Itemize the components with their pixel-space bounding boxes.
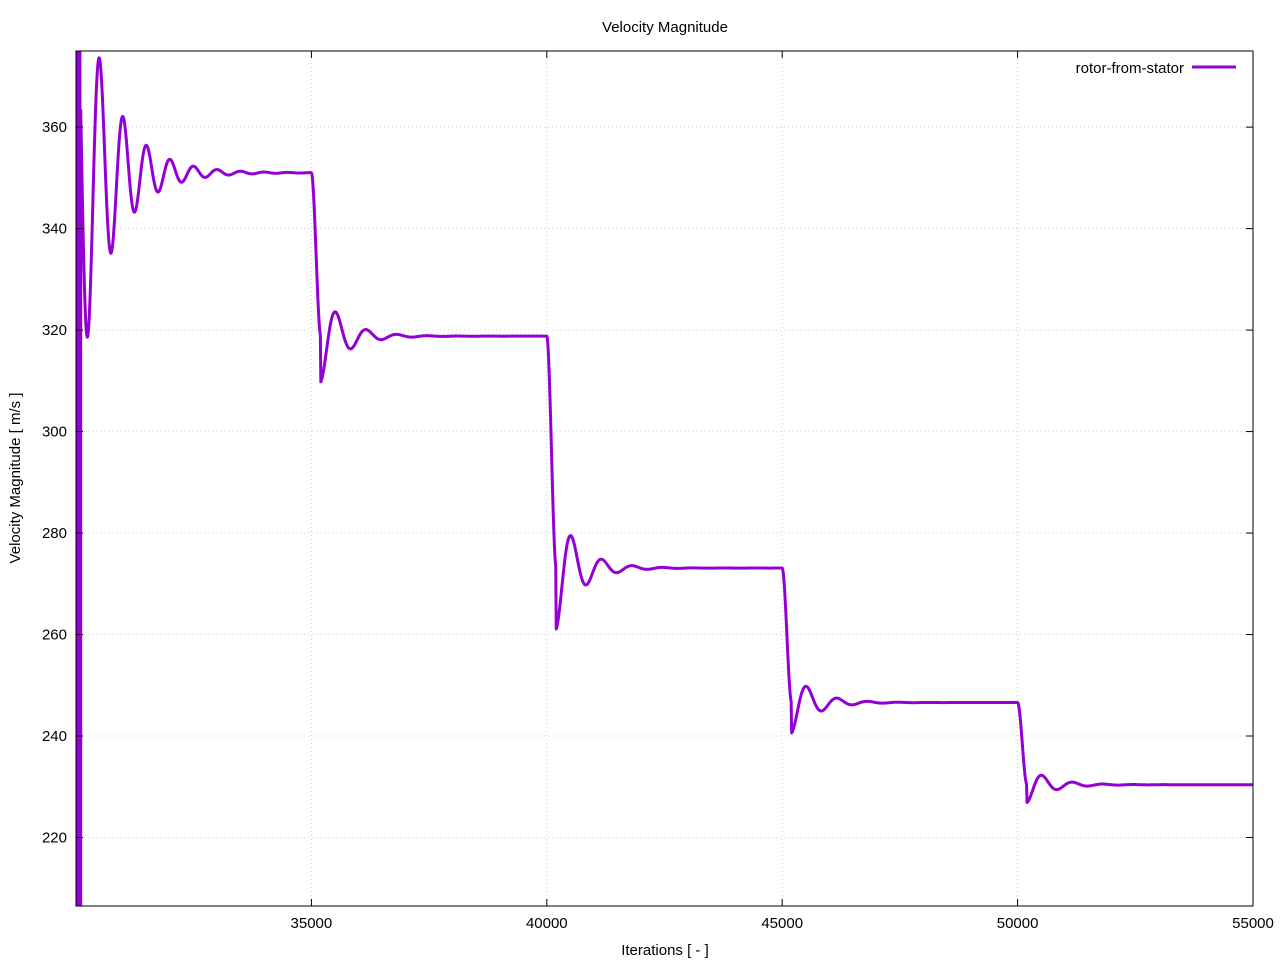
grid-lines bbox=[76, 51, 1254, 906]
x-tick-label: 50000 bbox=[997, 915, 1039, 932]
y-tick-label: 220 bbox=[42, 829, 67, 846]
y-tick-label: 260 bbox=[42, 627, 67, 644]
x-axis: 35000 40000 45000 50000 55000 bbox=[291, 51, 1274, 932]
chart-title: Velocity Magnitude bbox=[602, 19, 728, 36]
legend-label: rotor-from-stator bbox=[1076, 60, 1184, 77]
x-tick-label: 55000 bbox=[1232, 915, 1274, 932]
x-tick-label: 45000 bbox=[761, 915, 803, 932]
y-tick-label: 240 bbox=[42, 728, 67, 745]
legend: rotor-from-stator bbox=[1076, 60, 1236, 77]
y-axis: 220 240 260 280 300 320 340 360 bbox=[42, 119, 1253, 846]
plot-frame bbox=[75, 50, 1254, 907]
y-tick-label: 320 bbox=[42, 322, 67, 339]
series-layer bbox=[76, 51, 1253, 906]
series-line bbox=[76, 51, 1253, 906]
y-tick-label: 360 bbox=[42, 119, 67, 136]
x-tick-label: 40000 bbox=[526, 915, 568, 932]
x-axis-label: Iterations [ - ] bbox=[621, 942, 709, 959]
y-tick-label: 340 bbox=[42, 221, 67, 238]
y-axis-label: Velocity Magnitude [ m/s ] bbox=[7, 393, 24, 564]
y-tick-label: 280 bbox=[42, 525, 67, 542]
x-tick-label: 35000 bbox=[291, 915, 333, 932]
y-tick-label: 300 bbox=[42, 424, 67, 441]
